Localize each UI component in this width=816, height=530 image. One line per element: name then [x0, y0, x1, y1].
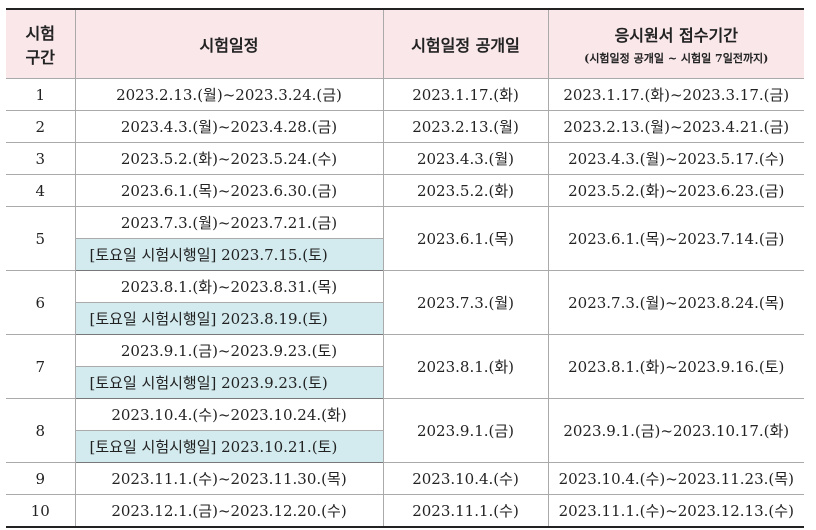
section-cell: 5 [6, 206, 76, 271]
open-cell: 2023.10.4.(수) [382, 462, 549, 495]
section-cell: 2 [6, 110, 76, 143]
table-body: 1 2023.2.13.(월)~2023.3.24.(금) 2023.1.17.(화… [6, 78, 804, 528]
section-cell: 10 [6, 494, 76, 528]
open-cell: 2023.11.1.(수) [382, 494, 549, 528]
period-cell: 2023.1.17.(화)~2023.3.17.(금) [547, 78, 804, 111]
table-row: [토요일 시험시행일] 2023.7.15.(토) [6, 238, 804, 271]
schedule-cell: 2023.6.1.(목)~2023.6.30.(금) [74, 174, 384, 207]
table-row: 6 2023.8.1.(화)~2023.8.31.(목) 2023.7.3.(월) 2… [6, 270, 804, 335]
table-row: 7 2023.9.1.(금)~2023.9.23.(토) 2023.8.1.(화) 2… [6, 334, 804, 399]
open-cell: 2023.6.1.(목) [382, 206, 549, 271]
saturday-cell: [토요일 시험시행일] 2023.9.23.(토) [74, 366, 384, 399]
schedule-cell: 2023.4.3.(월)~2023.4.28.(금) [74, 110, 384, 143]
section-cell: 3 [6, 142, 76, 175]
header-cell: 시험일정 [74, 8, 384, 79]
header-cell: 시험일정 공개일 [382, 8, 549, 79]
header-text: 응시원서 접수기간 [614, 26, 738, 45]
schedule-cell: 2023.5.2.(화)~2023.5.24.(수) [74, 142, 384, 175]
period-cell: 2023.5.2.(화)~2023.6.23.(금) [547, 174, 804, 207]
section-cell: 7 [6, 334, 76, 399]
schedule-cell: 2023.12.1.(금)~2023.12.20.(수) [74, 494, 384, 528]
schedule-cell: 2023.7.3.(월)~2023.7.21.(금) [74, 206, 384, 239]
open-cell: 2023.2.13.(월) [382, 110, 549, 143]
open-cell: 2023.7.3.(월) [382, 270, 549, 335]
table-row: 9 2023.11.1.(수)~2023.11.30.(목) 2023.10.4.(… [6, 462, 804, 495]
period-cell: 2023.7.3.(월)~2023.8.24.(목) [547, 270, 804, 335]
header-note: (시험일정 공개일 ~ 시험일 7일전까지) [584, 52, 769, 65]
header-text: 시험 [25, 24, 55, 43]
schedule-cell: 2023.8.1.(화)~2023.8.31.(목) [74, 270, 384, 303]
section-cell: 9 [6, 462, 76, 495]
header-text: 구간 [25, 48, 55, 67]
saturday-cell: [토요일 시험시행일] 2023.10.21.(토) [74, 430, 384, 463]
period-cell: 2023.10.4.(수)~2023.11.23.(목) [547, 462, 804, 495]
section-cell: 8 [6, 398, 76, 463]
table-row: [토요일 시험시행일] 2023.8.19.(토) [6, 302, 804, 335]
period-cell: 2023.8.1.(화)~2023.9.16.(토) [547, 334, 804, 399]
section-cell: 1 [6, 78, 76, 111]
table-row: 1 2023.2.13.(월)~2023.3.24.(금) 2023.1.17.(화… [6, 78, 804, 111]
open-cell: 2023.4.3.(월) [382, 142, 549, 175]
period-cell: 2023.2.13.(월)~2023.4.21.(금) [547, 110, 804, 143]
period-cell: 2023.6.1.(목)~2023.7.14.(금) [547, 206, 804, 271]
table-row: 5 2023.7.3.(월)~2023.7.21.(금) 2023.6.1.(목) 2… [6, 206, 804, 271]
period-cell: 2023.4.3.(월)~2023.5.17.(수) [547, 142, 804, 175]
section-cell: 4 [6, 174, 76, 207]
header-cell: 응시원서 접수기간 (시험일정 공개일 ~ 시험일 7일전까지) [547, 8, 804, 79]
section-cell: 6 [6, 270, 76, 335]
table-row: 4 2023.6.1.(목)~2023.6.30.(금) 2023.5.2.(화) 2… [6, 174, 804, 207]
open-cell: 2023.8.1.(화) [382, 334, 549, 399]
open-cell: 2023.1.17.(화) [382, 78, 549, 111]
table-row: 3 2023.5.2.(화)~2023.5.24.(수) 2023.4.3.(월) 2… [6, 142, 804, 175]
schedule-cell: 2023.10.4.(수)~2023.10.24.(화) [74, 398, 384, 431]
table-row: 10 2023.12.1.(금)~2023.12.20.(수) 2023.11.1.… [6, 494, 804, 528]
period-cell: 2023.9.1.(금)~2023.10.17.(화) [547, 398, 804, 463]
table-row: 8 2023.10.4.(수)~2023.10.24.(화) 2023.9.1.(금… [6, 398, 804, 463]
schedule-cell: 2023.9.1.(금)~2023.9.23.(토) [74, 334, 384, 367]
period-cell: 2023.11.1.(수)~2023.12.13.(수) [547, 494, 804, 528]
open-cell: 2023.9.1.(금) [382, 398, 549, 463]
saturday-cell: [토요일 시험시행일] 2023.7.15.(토) [74, 238, 384, 271]
table-row: [토요일 시험시행일] 2023.10.21.(토) [6, 430, 804, 463]
schedule-cell: 2023.11.1.(수)~2023.11.30.(목) [74, 462, 384, 495]
schedule-cell: 2023.2.13.(월)~2023.3.24.(금) [74, 78, 384, 111]
saturday-cell: [토요일 시험시행일] 2023.8.19.(토) [74, 302, 384, 335]
open-cell: 2023.5.2.(화) [382, 174, 549, 207]
table-row: 2 2023.4.3.(월)~2023.4.28.(금) 2023.2.13.(월)… [6, 110, 804, 143]
